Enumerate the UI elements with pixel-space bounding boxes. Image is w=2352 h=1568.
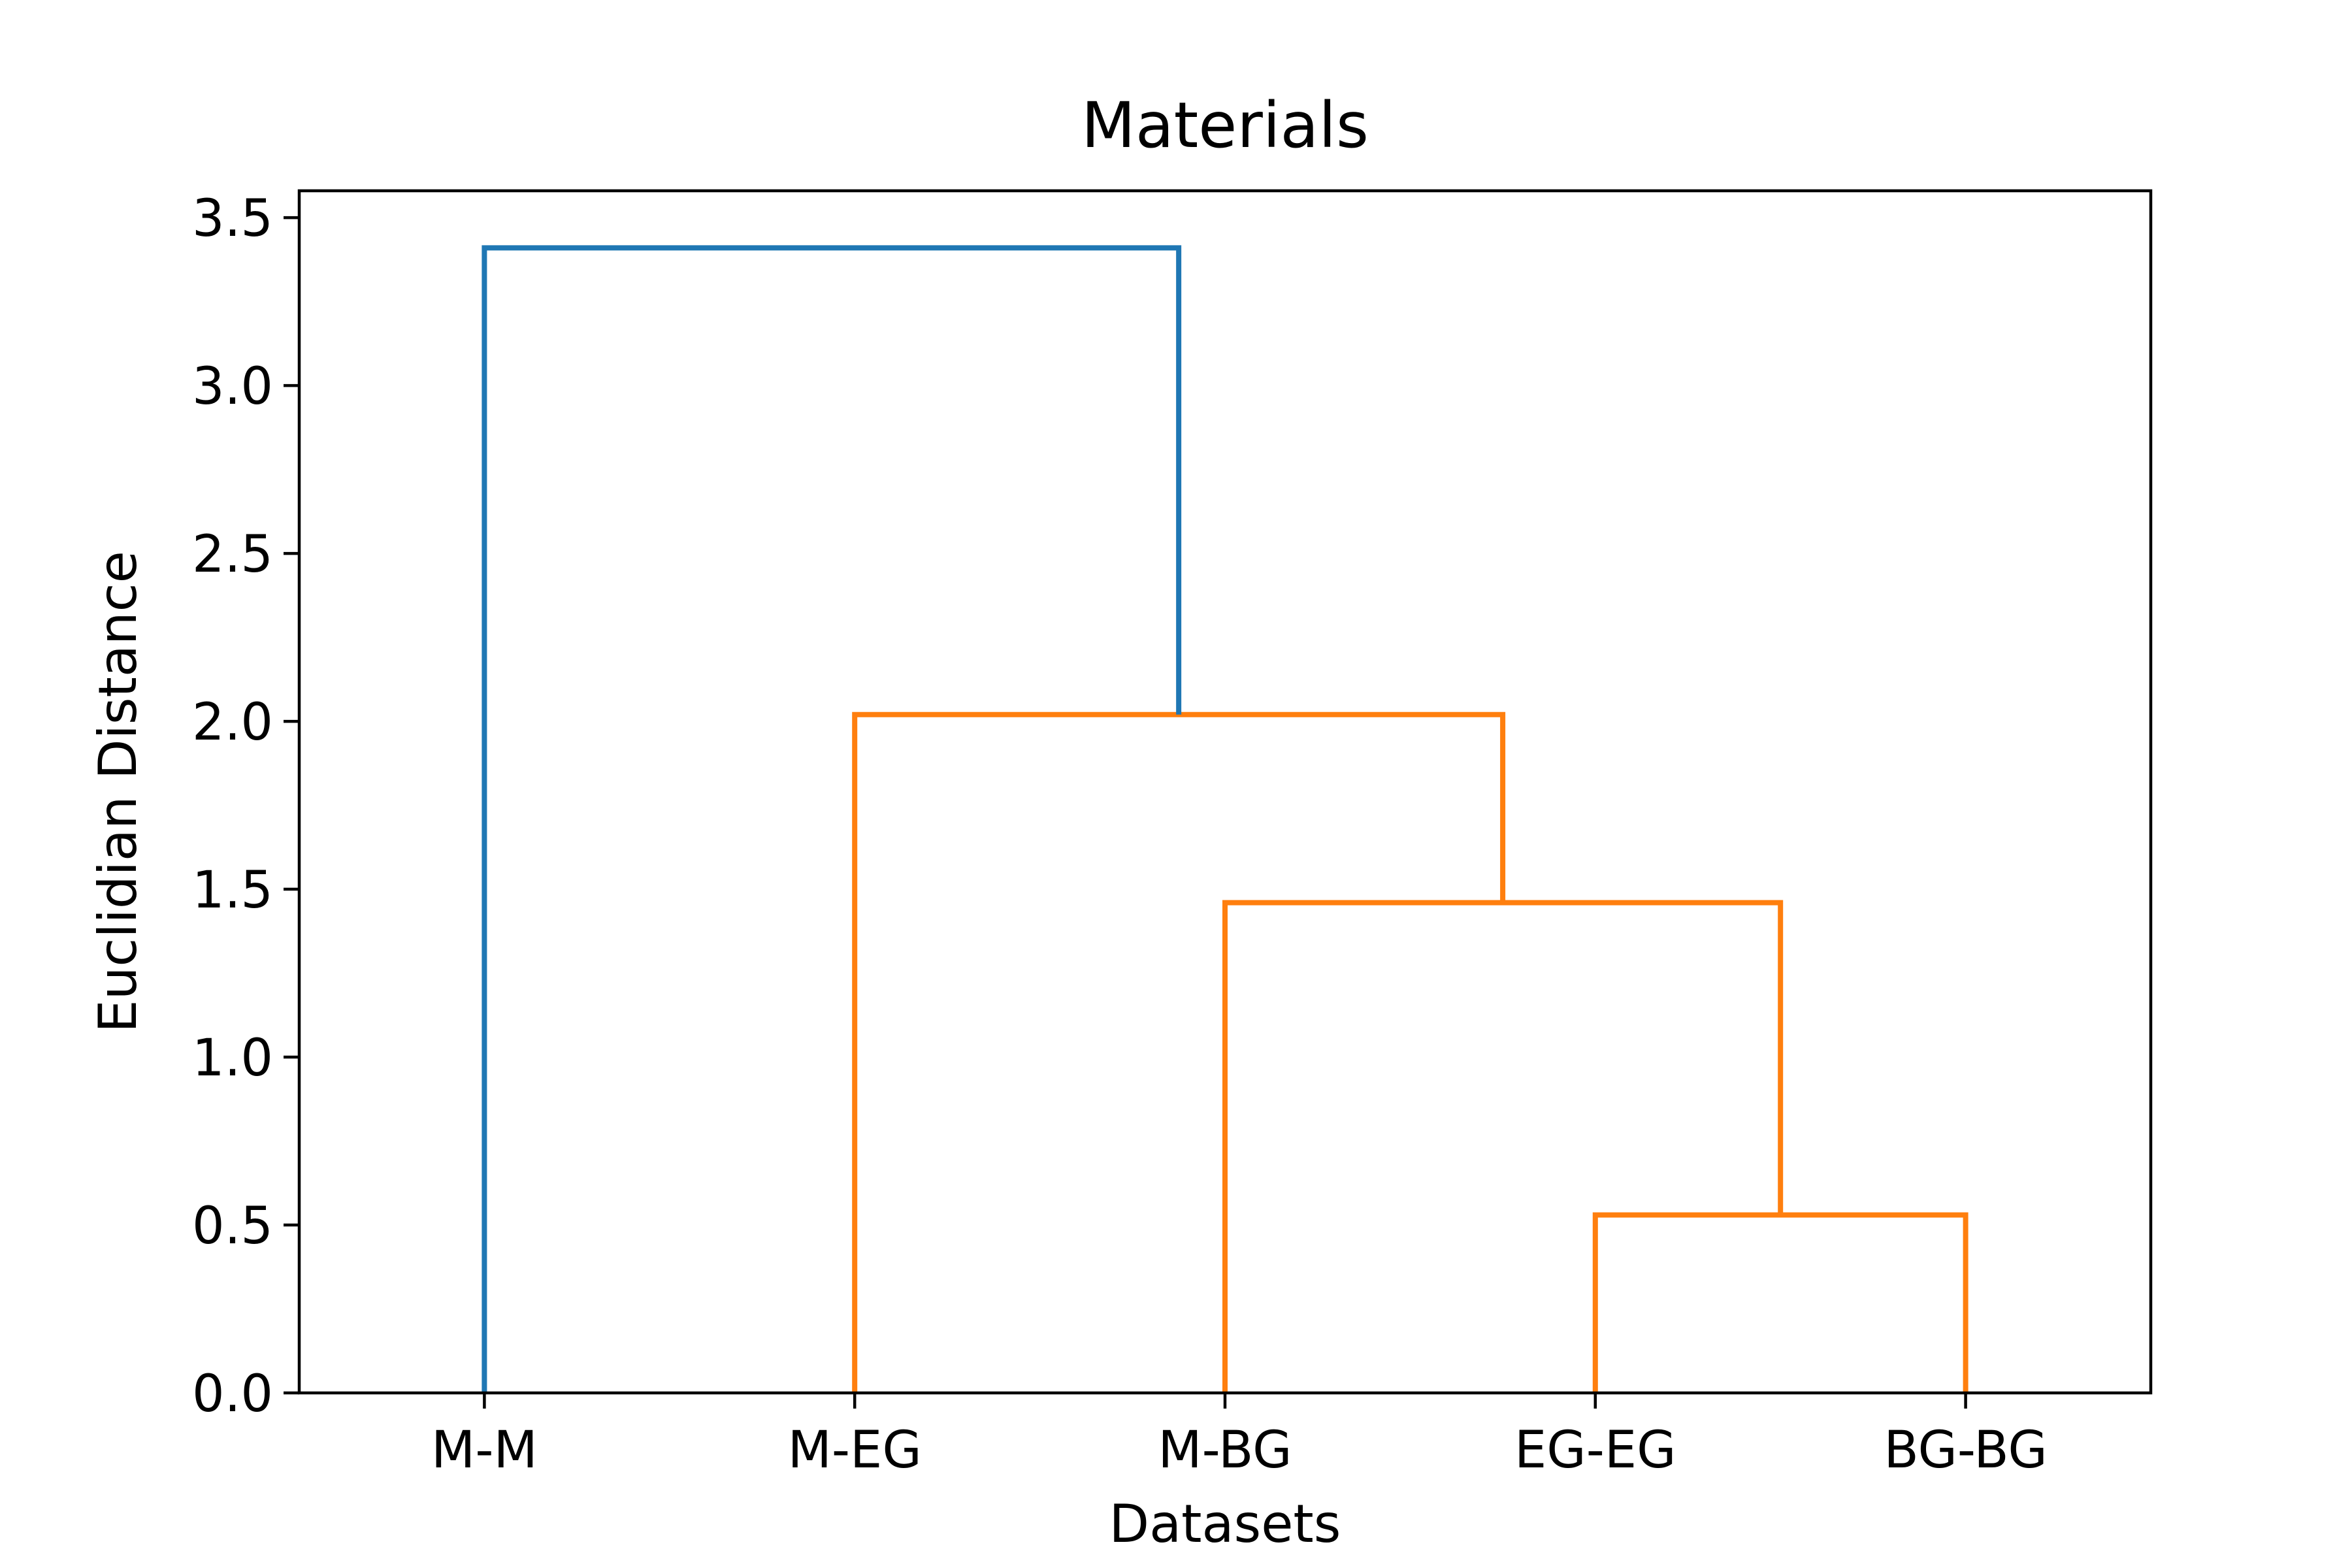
y-axis-label: Euclidian Distance (88, 551, 148, 1033)
leaf-label: BG-BG (1884, 1421, 2048, 1480)
leaf-label: M-M (431, 1421, 538, 1480)
y-tick-label: 0.5 (192, 1197, 273, 1256)
y-tick-label: 3.0 (192, 357, 273, 416)
plot-frame (297, 189, 2153, 1395)
y-tick-label: 1.5 (192, 861, 273, 920)
leaf-label: M-BG (1158, 1421, 1292, 1480)
y-tick-label: 1.0 (192, 1029, 273, 1088)
y-tick-label: 3.5 (192, 189, 273, 248)
y-tick-label: 2.0 (192, 693, 273, 752)
dendrogram-link-4 (482, 245, 1182, 1393)
x-axis: M-M M-EG M-BG EG-EG BG-BG (431, 1393, 2048, 1480)
leaf-label: EG-EG (1514, 1421, 1676, 1480)
leaf-label: M-EG (788, 1421, 922, 1480)
y-tick-label: 0.0 (192, 1365, 273, 1424)
y-tick-label: 2.5 (192, 525, 273, 584)
y-axis: 0.0 0.5 1.0 1.5 2.0 2.5 3.0 3.5 (192, 189, 299, 1424)
link-layer (482, 245, 1968, 1393)
chart-title: Materials (1081, 89, 1369, 162)
x-axis-label: Datasets (1109, 1494, 1341, 1554)
